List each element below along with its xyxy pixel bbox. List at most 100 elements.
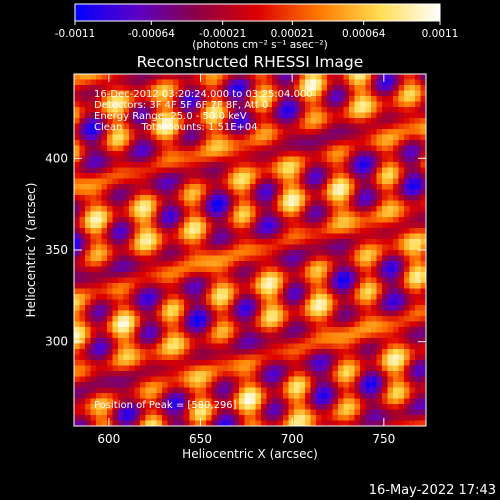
- heatmap-cell: [211, 360, 218, 367]
- heatmap-cell: [228, 189, 235, 196]
- heatmap-cell: [305, 162, 312, 169]
- heatmap-cell: [255, 409, 262, 416]
- heatmap-cell: [184, 316, 191, 323]
- heatmap-cell: [222, 217, 229, 224]
- heatmap-cell: [239, 195, 246, 202]
- heatmap-cell: [266, 415, 273, 422]
- heatmap-cell: [310, 173, 317, 180]
- heatmap-cell: [415, 294, 422, 301]
- heatmap-cell: [371, 233, 378, 240]
- heatmap-cell: [261, 90, 268, 97]
- heatmap-cell: [178, 316, 185, 323]
- heatmap-cell: [189, 79, 196, 86]
- heatmap-cell: [123, 151, 130, 158]
- heatmap-cell: [365, 294, 372, 301]
- heatmap-cell: [162, 239, 169, 246]
- heatmap-cell: [250, 420, 257, 426]
- heatmap-cell: [393, 217, 400, 224]
- heatmap-cell: [195, 415, 202, 422]
- heatmap-cell: [167, 382, 174, 389]
- heatmap-cell: [409, 112, 416, 119]
- heatmap-cell: [360, 332, 367, 339]
- heatmap-cell: [222, 96, 229, 103]
- heatmap-cell: [123, 244, 130, 251]
- heatmap-cell: [85, 118, 92, 125]
- heatmap-cell: [365, 233, 372, 240]
- heatmap-cell: [206, 145, 213, 152]
- heatmap-cell: [365, 151, 372, 158]
- heatmap-cell: [156, 283, 163, 290]
- heatmap-cell: [79, 299, 86, 306]
- heatmap-cell: [151, 371, 158, 378]
- heatmap-cell: [233, 272, 240, 279]
- heatmap-cell: [107, 354, 114, 361]
- heatmap-cell: [222, 261, 229, 268]
- heatmap-cell: [178, 321, 185, 328]
- heatmap-cell: [206, 255, 213, 262]
- heatmap-cell: [277, 420, 284, 426]
- heatmap-cell: [156, 173, 163, 180]
- heatmap-cell: [310, 167, 317, 174]
- heatmap-cell: [261, 189, 268, 196]
- heatmap-cell: [398, 305, 405, 312]
- heatmap-cell: [189, 261, 196, 268]
- heatmap-cell: [200, 156, 207, 163]
- heatmap-cell: [332, 299, 339, 306]
- heatmap-cell: [393, 404, 400, 411]
- heatmap-cell: [134, 338, 141, 345]
- heatmap-cell: [233, 222, 240, 229]
- heatmap-cell: [74, 140, 81, 147]
- heatmap-cell: [167, 420, 174, 426]
- heatmap-cell: [167, 217, 174, 224]
- heatmap-cell: [332, 409, 339, 416]
- heatmap-cell: [261, 200, 268, 207]
- heatmap-cell: [321, 288, 328, 295]
- heatmap-cell: [211, 134, 218, 141]
- heatmap-cell: [266, 255, 273, 262]
- colorbar-tick-label: 0.0011: [422, 28, 459, 40]
- heatmap-cell: [288, 123, 295, 130]
- heatmap-cell: [398, 79, 405, 86]
- heatmap-cell: [189, 178, 196, 185]
- heatmap-cell: [305, 96, 312, 103]
- heatmap-cell: [261, 156, 268, 163]
- heatmap-cell: [90, 90, 97, 97]
- heatmap-cell: [101, 74, 108, 81]
- heatmap-cell: [96, 123, 103, 130]
- heatmap-cell: [321, 239, 328, 246]
- heatmap-cell: [178, 299, 185, 306]
- heatmap-cell: [371, 85, 378, 92]
- heatmap-cell: [250, 107, 257, 114]
- heatmap-cell: [272, 415, 279, 422]
- heatmap-cell: [393, 211, 400, 218]
- heatmap-cell: [217, 360, 224, 367]
- heatmap-cell: [74, 371, 81, 378]
- heatmap-cell: [305, 398, 312, 405]
- heatmap-cell: [277, 255, 284, 262]
- heatmap-cell: [244, 244, 251, 251]
- heatmap-cell: [206, 343, 213, 350]
- heatmap-cell: [74, 272, 81, 279]
- heatmap-cell: [316, 398, 323, 405]
- heatmap-cell: [178, 272, 185, 279]
- heatmap-cell: [118, 178, 125, 185]
- heatmap-cell: [156, 228, 163, 235]
- heatmap-cell: [189, 140, 196, 147]
- heatmap-cell: [299, 79, 306, 86]
- heatmap-cell: [195, 112, 202, 119]
- heatmap-cell: [189, 338, 196, 345]
- heatmap-cell: [343, 261, 350, 268]
- heatmap-cell: [140, 233, 147, 240]
- heatmap-cell: [371, 118, 378, 125]
- heatmap-cell: [250, 255, 257, 262]
- heatmap-cell: [354, 107, 361, 114]
- heatmap-cell: [310, 266, 317, 273]
- heatmap-cell: [129, 272, 136, 279]
- heatmap-cell: [349, 244, 356, 251]
- heatmap-cell: [85, 90, 92, 97]
- heatmap-cell: [376, 96, 383, 103]
- heatmap-cell: [123, 365, 130, 372]
- heatmap-cell: [195, 332, 202, 339]
- heatmap-cell: [233, 382, 240, 389]
